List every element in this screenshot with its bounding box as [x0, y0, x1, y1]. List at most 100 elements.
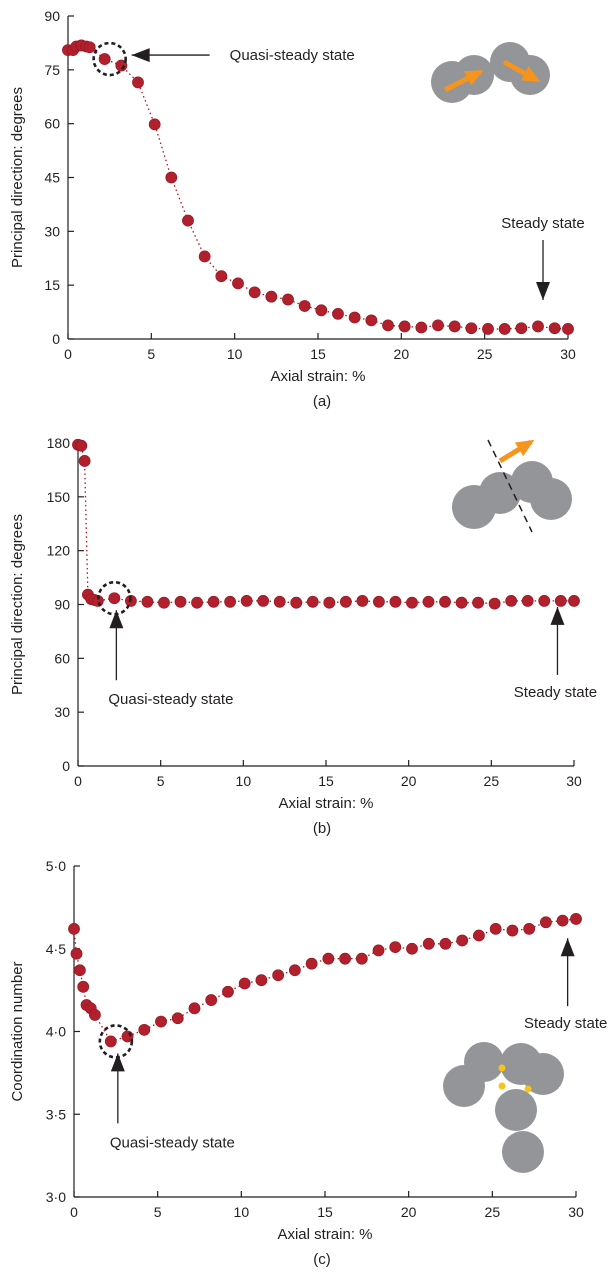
x-tick-label: 25 [484, 773, 500, 789]
y-tick-label: 0 [62, 758, 70, 774]
x-tick-label: 0 [70, 1204, 78, 1220]
steady-arrow-head [560, 938, 575, 957]
steady-arrow-head [536, 282, 550, 300]
particle-disc [530, 478, 572, 520]
data-point [155, 1015, 167, 1028]
x-tick-label: 25 [485, 1204, 501, 1220]
y-tick-label: 3·0 [46, 1189, 66, 1205]
data-point [465, 322, 478, 335]
particle-disc [522, 1053, 564, 1095]
quasi-steady-label: Quasi-steady state [230, 47, 355, 64]
quasi-steady-arrow-head [109, 610, 124, 629]
data-point [506, 924, 519, 937]
contact-point [524, 1085, 532, 1093]
data-point [306, 595, 319, 608]
data-point [315, 304, 328, 317]
data-point [73, 964, 86, 977]
panel-label: (c) [313, 1251, 331, 1268]
data-point [538, 595, 551, 607]
quasi-steady-circle [98, 1024, 134, 1059]
data-point [272, 969, 285, 982]
data-point [104, 1035, 117, 1048]
steady-label: Steady state [524, 1015, 607, 1032]
inset-particles-c [443, 1042, 564, 1173]
x-tick-label: 5 [147, 346, 155, 362]
data-point [373, 595, 385, 608]
inset-particles-b [452, 439, 572, 533]
x-tick-label: 10 [234, 1204, 250, 1220]
panel-label: (a) [313, 393, 331, 410]
data-point [255, 974, 268, 987]
x-tick-label: 30 [568, 1204, 584, 1220]
data-point [498, 323, 511, 335]
data-point [355, 952, 368, 965]
data-point [455, 596, 468, 609]
data-point [132, 76, 144, 89]
data-point [372, 944, 385, 957]
y-tick-label: 150 [47, 489, 71, 505]
data-point [523, 922, 536, 935]
inset-particles-a [431, 42, 550, 103]
data-point [265, 290, 278, 303]
data-point [78, 455, 91, 467]
data-point [568, 595, 580, 607]
data-point [489, 922, 502, 935]
data-point [488, 597, 501, 610]
data-point [432, 319, 444, 332]
y-tick-label: 120 [47, 543, 71, 559]
y-tick-label: 5·0 [46, 858, 66, 874]
quasi-steady-arrow-head [110, 1053, 125, 1072]
data-point [505, 595, 518, 607]
data-point [257, 595, 270, 607]
steady-label: Steady state [514, 684, 597, 701]
x-tick-label: 20 [394, 346, 410, 362]
y-tick-label: 30 [54, 704, 70, 720]
x-tick-label: 0 [74, 773, 82, 789]
data-point [456, 934, 469, 947]
data-point [288, 964, 301, 977]
y-tick-label: 180 [47, 435, 71, 451]
particle-disc [464, 1042, 504, 1082]
data-point [89, 1009, 101, 1021]
data-point [339, 595, 352, 608]
data-point [472, 596, 485, 609]
steady-arrow-head [550, 606, 565, 625]
series-line [68, 44, 569, 330]
data-point [148, 118, 161, 131]
y-axis-title: Principal direction: degrees [9, 87, 26, 268]
orientation-dashed-line [487, 439, 533, 533]
x-tick-label: 10 [236, 773, 252, 789]
data-point [232, 277, 244, 290]
data-point [515, 322, 528, 335]
data-point [282, 293, 294, 306]
data-point [298, 300, 311, 312]
data-point [365, 314, 378, 327]
y-tick-label: 3·5 [46, 1106, 66, 1122]
data-point [174, 595, 187, 608]
data-point [570, 913, 582, 925]
x-axis-title: Axial strain: % [278, 795, 373, 812]
quasi-steady-label: Quasi-steady state [110, 1134, 235, 1151]
x-tick-label: 20 [401, 1204, 417, 1220]
y-axis-title: Coordination number [9, 961, 26, 1101]
data-point [191, 596, 203, 609]
y-tick-label: 75 [44, 62, 60, 78]
chart-panel-c: 0 5 10 15 20 25 30 3·0 3·5 4·0 4·5 5·0 Axial strain:… [9, 858, 607, 1268]
series-line [73, 918, 577, 1043]
data-point [222, 985, 234, 998]
data-point [422, 937, 435, 950]
y-axis-title: Principal direction: degrees [9, 514, 26, 695]
y-tick-label: 90 [44, 8, 60, 24]
y-tick-label: 0 [52, 331, 60, 347]
x-tick-label: 0 [64, 346, 72, 362]
particle-disc [495, 1089, 537, 1131]
quasi-steady-circle [97, 580, 132, 616]
data-point [439, 937, 452, 950]
contact-point [498, 1064, 506, 1072]
data-point [305, 957, 318, 970]
data-point [389, 941, 402, 953]
data-point [406, 596, 418, 609]
contact-point [498, 1082, 506, 1090]
data-point [108, 592, 121, 605]
